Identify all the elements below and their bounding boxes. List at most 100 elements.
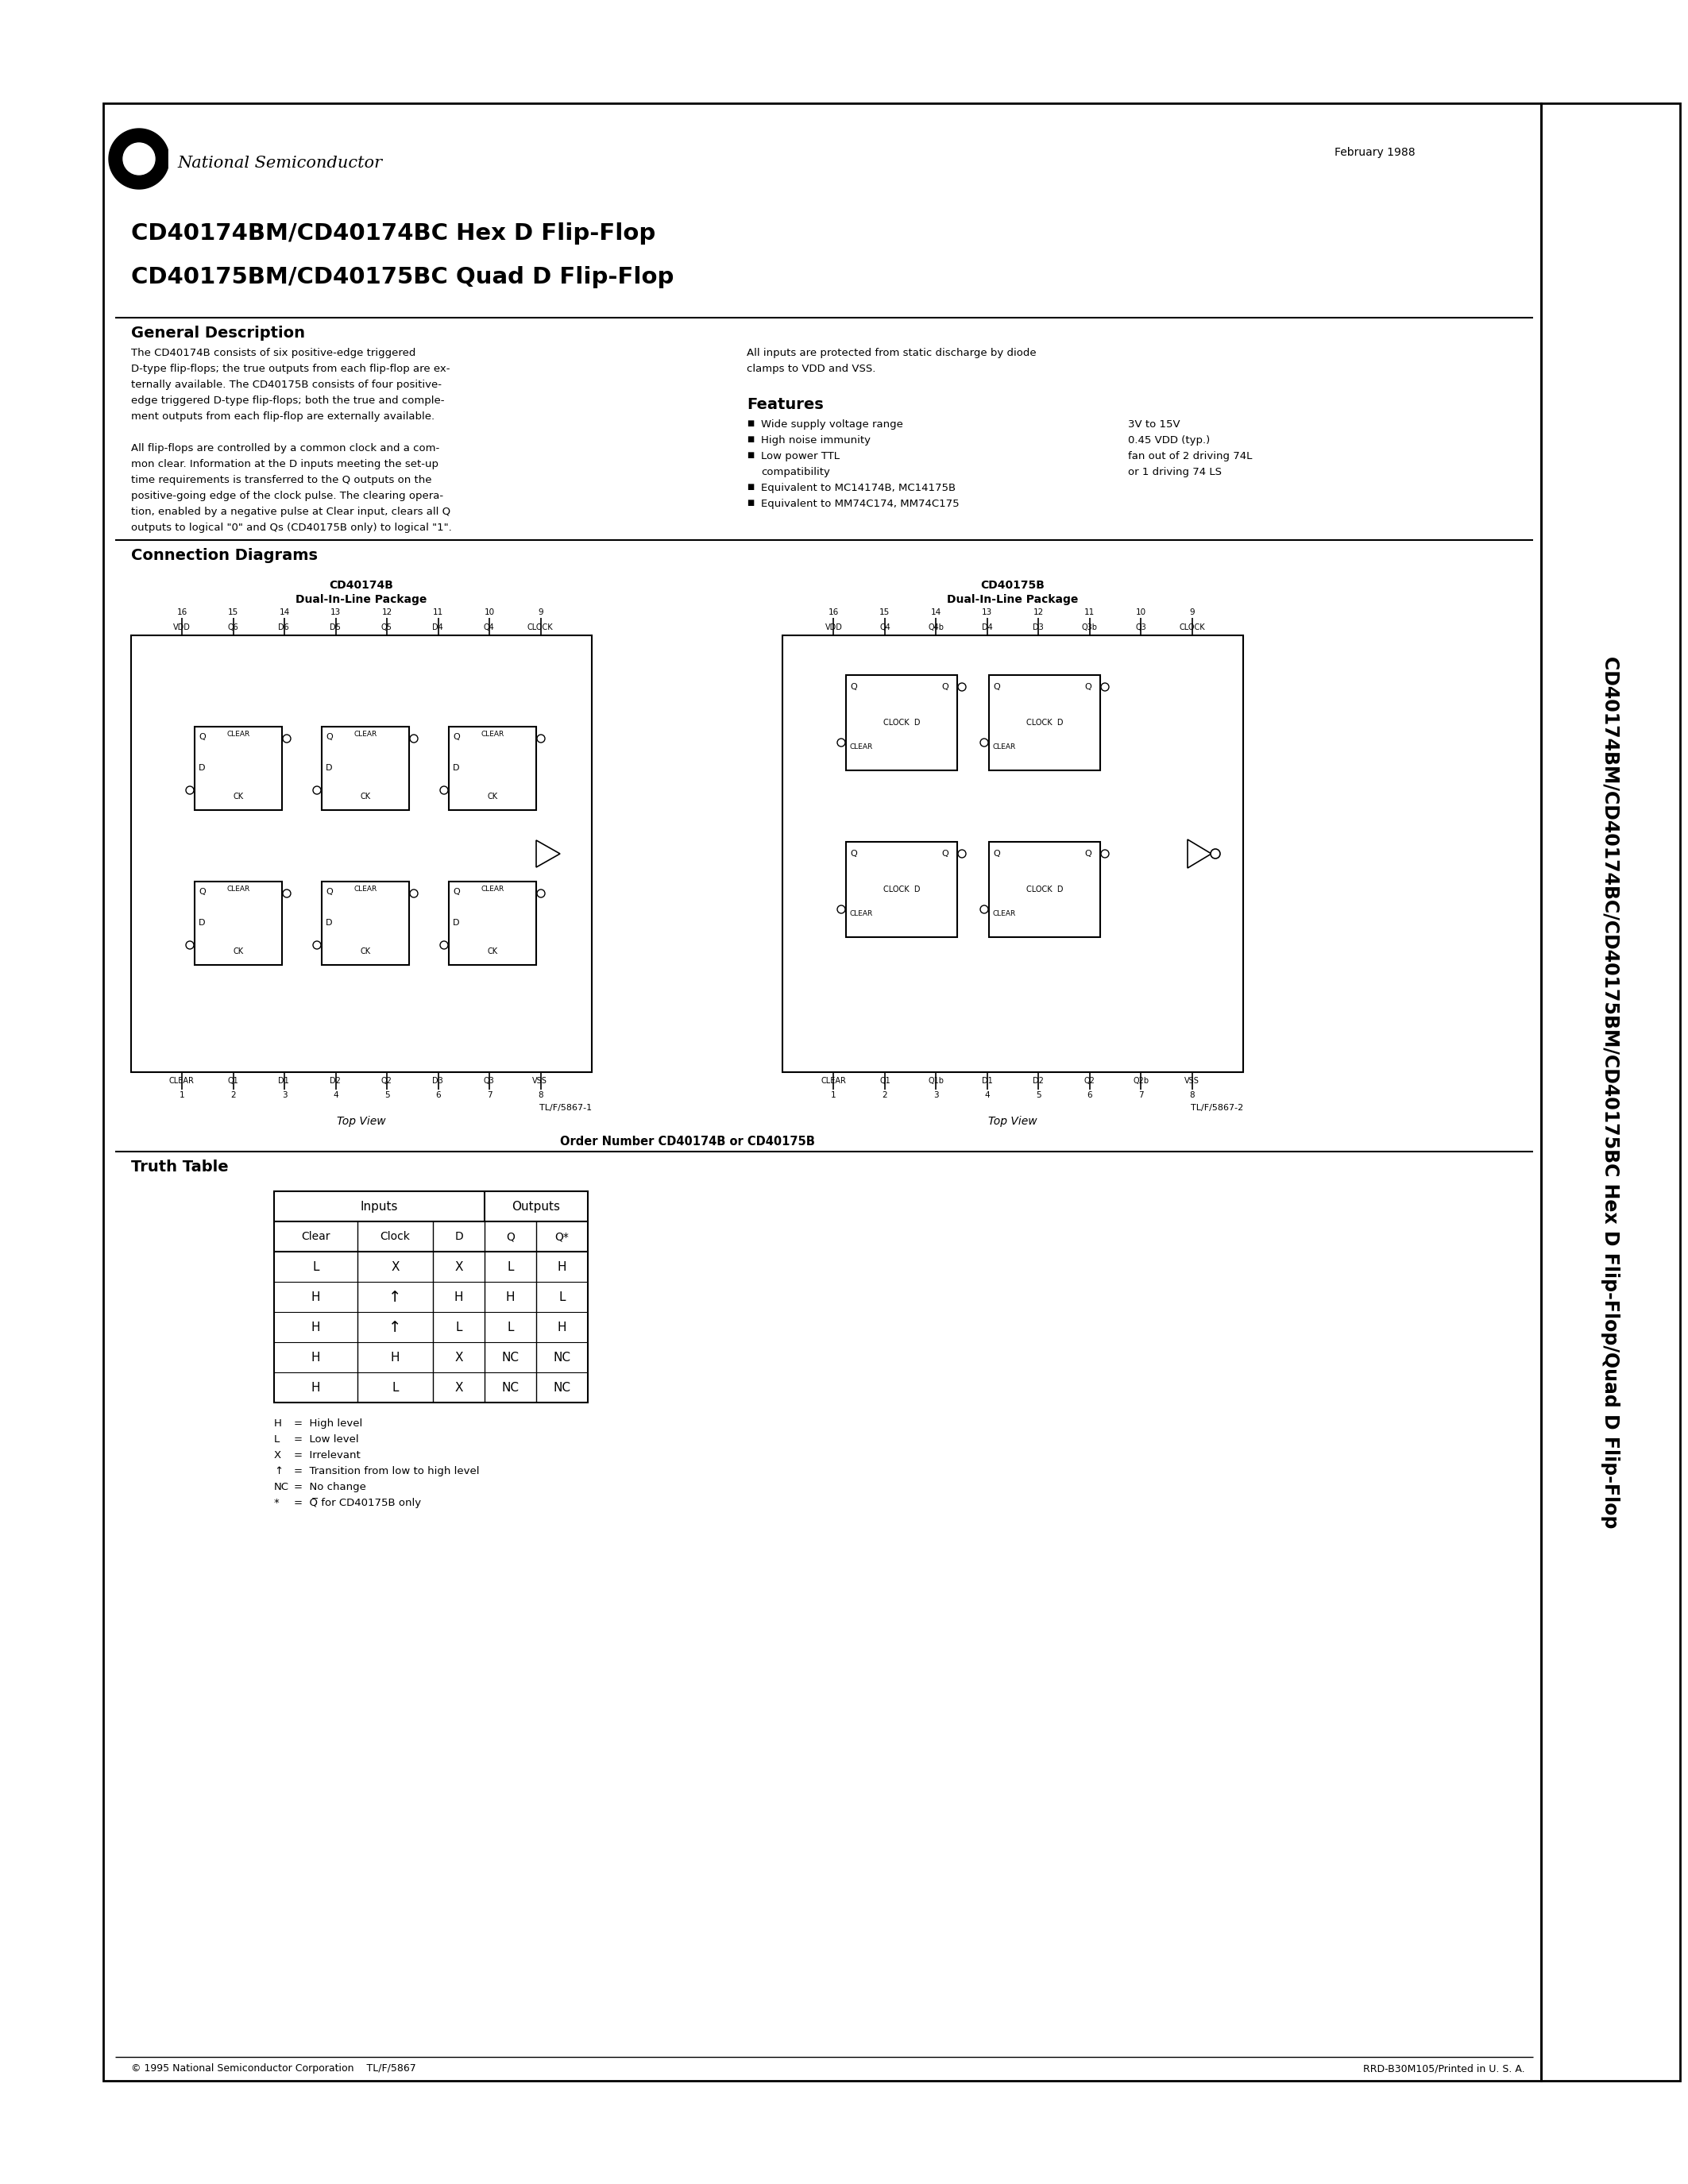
Text: X: X bbox=[454, 1352, 463, 1363]
Text: Outputs: Outputs bbox=[511, 1201, 560, 1212]
Text: L: L bbox=[456, 1321, 463, 1332]
Text: Q: Q bbox=[199, 889, 206, 895]
Text: L: L bbox=[392, 1382, 398, 1393]
Text: General Description: General Description bbox=[132, 325, 306, 341]
Polygon shape bbox=[1188, 839, 1212, 867]
Text: Q: Q bbox=[326, 734, 333, 740]
Text: Clock: Clock bbox=[380, 1232, 410, 1243]
Text: The CD40174B consists of six positive-edge triggered: The CD40174B consists of six positive-ed… bbox=[132, 347, 415, 358]
Text: Clear: Clear bbox=[300, 1232, 331, 1243]
Text: 15: 15 bbox=[879, 609, 890, 616]
Bar bbox=[322, 882, 408, 965]
Text: VDD: VDD bbox=[825, 622, 842, 631]
Text: ■: ■ bbox=[746, 419, 755, 428]
Bar bbox=[1541, 103, 1680, 2081]
Text: CK: CK bbox=[488, 793, 498, 802]
Polygon shape bbox=[537, 841, 560, 867]
Text: D-type flip-flops; the true outputs from each flip-flop are ex-: D-type flip-flops; the true outputs from… bbox=[132, 365, 451, 373]
Text: L: L bbox=[312, 1260, 319, 1273]
Bar bbox=[846, 841, 957, 937]
Text: H: H bbox=[557, 1260, 567, 1273]
Text: X: X bbox=[454, 1382, 463, 1393]
Text: 13: 13 bbox=[982, 609, 993, 616]
Text: clamps to VDD and VSS.: clamps to VDD and VSS. bbox=[746, 365, 876, 373]
Text: NC: NC bbox=[273, 1483, 289, 1492]
Text: NC: NC bbox=[554, 1382, 571, 1393]
Text: 2: 2 bbox=[883, 1092, 888, 1099]
Text: ↑: ↑ bbox=[388, 1319, 402, 1334]
Text: *: * bbox=[273, 1498, 280, 1509]
Bar bbox=[273, 1190, 587, 1402]
Text: H: H bbox=[454, 1291, 463, 1304]
Text: National Semiconductor: National Semiconductor bbox=[177, 155, 381, 170]
Circle shape bbox=[1101, 850, 1109, 858]
Text: H: H bbox=[311, 1382, 321, 1393]
Text: D6: D6 bbox=[279, 622, 289, 631]
Text: VDD: VDD bbox=[172, 622, 191, 631]
Text: ■: ■ bbox=[746, 483, 755, 491]
Text: 13: 13 bbox=[331, 609, 341, 616]
Text: Q: Q bbox=[993, 684, 999, 690]
Text: 6: 6 bbox=[1087, 1092, 1092, 1099]
Text: 3: 3 bbox=[933, 1092, 939, 1099]
Text: H: H bbox=[311, 1291, 321, 1304]
Bar bbox=[132, 636, 592, 1072]
Bar bbox=[783, 636, 1242, 1072]
Text: ment outputs from each flip-flop are externally available.: ment outputs from each flip-flop are ext… bbox=[132, 411, 434, 422]
Text: Q2: Q2 bbox=[1084, 1077, 1096, 1085]
Circle shape bbox=[186, 941, 194, 950]
Text: CLEAR: CLEAR bbox=[226, 885, 250, 893]
Text: 2: 2 bbox=[231, 1092, 236, 1099]
Text: CLEAR: CLEAR bbox=[481, 885, 505, 893]
Text: Q1: Q1 bbox=[228, 1077, 238, 1085]
Text: CD40174BM/CD40174BC Hex D Flip-Flop: CD40174BM/CD40174BC Hex D Flip-Flop bbox=[132, 223, 655, 245]
Text: Equivalent to MM74C174, MM74C175: Equivalent to MM74C174, MM74C175 bbox=[761, 498, 959, 509]
Text: Equivalent to MC14174B, MC14175B: Equivalent to MC14174B, MC14175B bbox=[761, 483, 955, 494]
Text: CLEAR: CLEAR bbox=[993, 911, 1016, 917]
Circle shape bbox=[410, 889, 419, 898]
Text: Inputs: Inputs bbox=[361, 1201, 398, 1212]
Text: 12: 12 bbox=[381, 609, 392, 616]
Text: D1: D1 bbox=[982, 1077, 993, 1085]
Text: =  Low level: = Low level bbox=[294, 1435, 360, 1444]
Text: D2: D2 bbox=[1033, 1077, 1043, 1085]
Circle shape bbox=[312, 786, 321, 795]
Text: =  Irrelevant: = Irrelevant bbox=[294, 1450, 361, 1461]
Text: Q*: Q* bbox=[555, 1232, 569, 1243]
Text: Order Number CD40174B or CD40175B: Order Number CD40174B or CD40175B bbox=[560, 1136, 815, 1147]
Text: Q3b: Q3b bbox=[1082, 622, 1097, 631]
Text: H: H bbox=[390, 1352, 400, 1363]
Text: 6: 6 bbox=[436, 1092, 441, 1099]
Text: NC: NC bbox=[554, 1352, 571, 1363]
Text: Top View: Top View bbox=[338, 1116, 387, 1127]
Text: =  Transition from low to high level: = Transition from low to high level bbox=[294, 1465, 479, 1476]
Text: CLEAR: CLEAR bbox=[993, 743, 1016, 751]
Circle shape bbox=[959, 684, 966, 690]
Text: Low power TTL: Low power TTL bbox=[761, 452, 839, 461]
Text: D5: D5 bbox=[329, 622, 341, 631]
Text: D: D bbox=[326, 919, 333, 926]
Circle shape bbox=[284, 889, 290, 898]
Text: 7: 7 bbox=[486, 1092, 491, 1099]
Text: Q4b: Q4b bbox=[928, 622, 944, 631]
Text: Q4: Q4 bbox=[879, 622, 890, 631]
Text: Q2: Q2 bbox=[381, 1077, 392, 1085]
Text: L: L bbox=[506, 1321, 513, 1332]
Text: D: D bbox=[452, 764, 459, 771]
Text: CLEAR: CLEAR bbox=[354, 885, 376, 893]
Text: VSS: VSS bbox=[532, 1077, 547, 1085]
Text: Q3: Q3 bbox=[1136, 622, 1146, 631]
Text: Q: Q bbox=[942, 850, 949, 858]
Text: Q: Q bbox=[326, 889, 333, 895]
Text: Q: Q bbox=[452, 734, 459, 740]
Text: D: D bbox=[326, 764, 333, 771]
Text: © 1995 National Semiconductor Corporation    TL/F/5867: © 1995 National Semiconductor Corporatio… bbox=[132, 2064, 415, 2073]
Text: 4: 4 bbox=[984, 1092, 989, 1099]
Text: 9: 9 bbox=[1190, 609, 1195, 616]
Text: CLEAR: CLEAR bbox=[481, 732, 505, 738]
Text: Wide supply voltage range: Wide supply voltage range bbox=[761, 419, 903, 430]
Bar bbox=[103, 103, 1541, 2081]
Text: 1: 1 bbox=[830, 1092, 836, 1099]
Text: ■: ■ bbox=[746, 435, 755, 443]
Text: 7: 7 bbox=[1138, 1092, 1143, 1099]
